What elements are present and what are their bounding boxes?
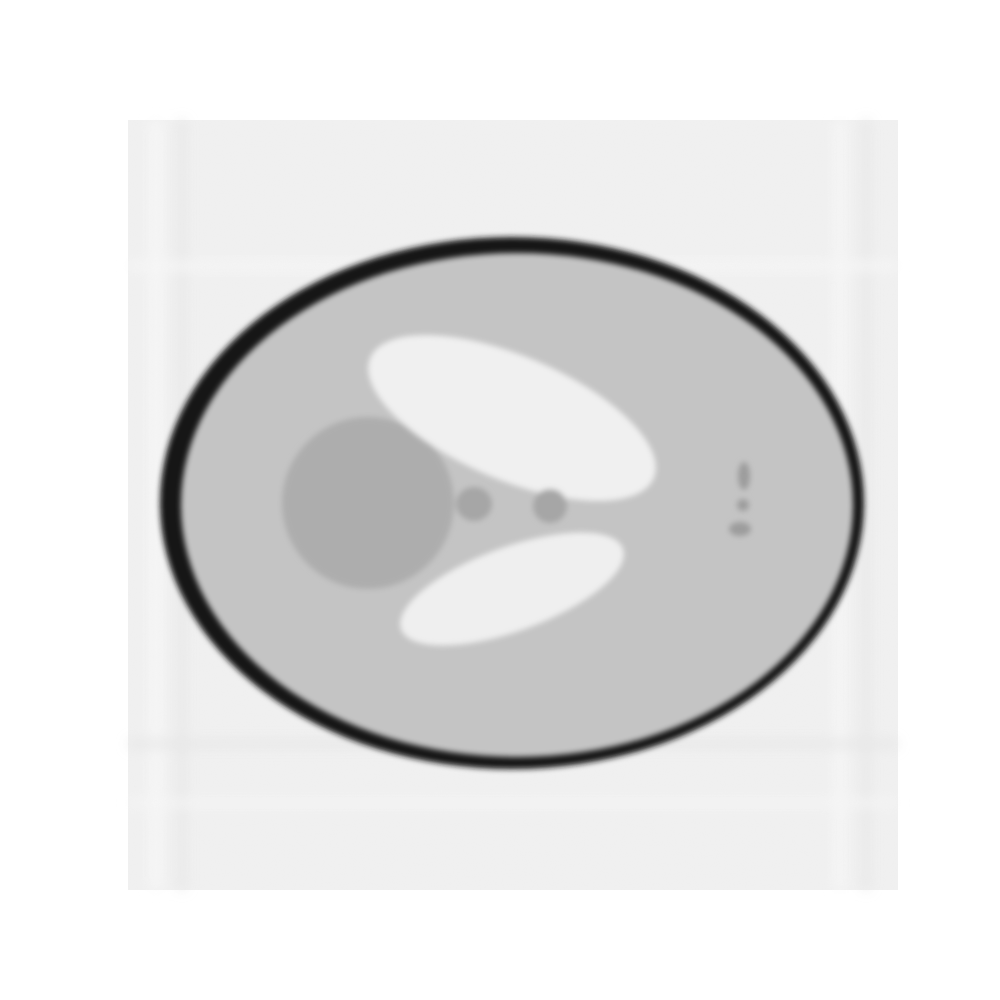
tiny-mark-top — [738, 462, 750, 490]
brain-tissue — [181, 253, 853, 757]
small-spot-left — [456, 487, 492, 521]
small-spot-right — [533, 489, 567, 523]
tiny-mark-bottom — [729, 522, 751, 536]
phantom-head — [160, 237, 864, 769]
tiny-mark-middle — [737, 499, 749, 511]
upper-bright-ellipse — [368, 335, 656, 501]
left-dark-disc — [282, 417, 454, 589]
lower-bright-ellipse — [400, 532, 624, 646]
phantom-structures — [282, 335, 751, 646]
